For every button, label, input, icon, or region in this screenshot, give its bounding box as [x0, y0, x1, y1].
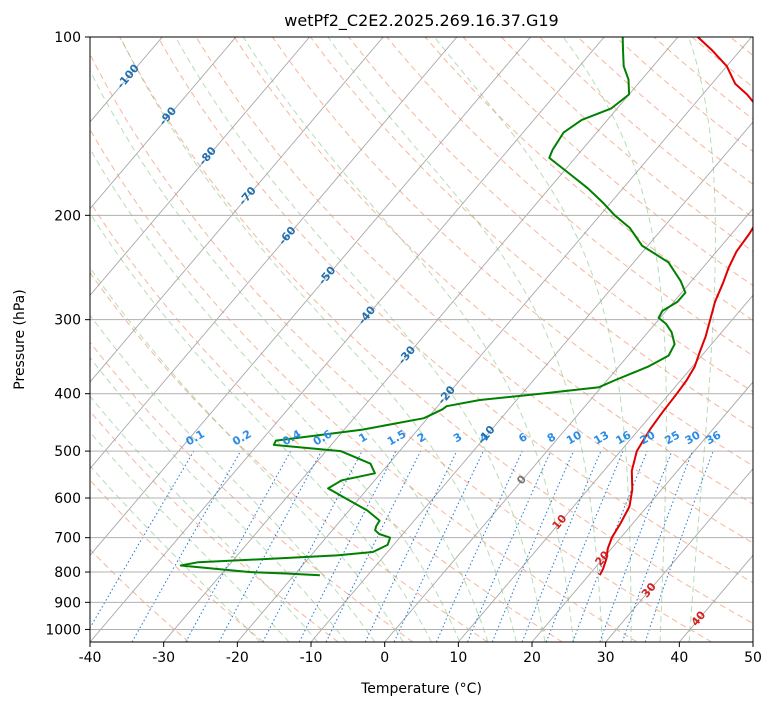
plot-background — [90, 37, 753, 642]
mixing-ratio-line — [572, 450, 648, 642]
mixing-ratio-line — [325, 450, 422, 642]
chart-title: wetPf2_C2E2.2025.269.16.37.G19 — [284, 11, 558, 31]
mixing-ratio-line — [185, 450, 292, 642]
y-tick-label: 900 — [54, 595, 81, 611]
y-tick-label: 300 — [54, 313, 81, 329]
mixing-ratio-line — [644, 450, 714, 642]
x-tick-label: -20 — [226, 650, 249, 666]
moist-adiabat-line — [90, 395, 319, 642]
y-tick-label: 500 — [54, 444, 81, 460]
moist-adiabat-line — [242, 37, 575, 642]
mixing-ratio-line — [521, 450, 602, 642]
moist-adiabat-line — [175, 37, 546, 642]
temperature-profile-line — [598, 37, 753, 576]
y-tick-label: 800 — [54, 565, 81, 581]
isotherm-line — [90, 37, 458, 470]
moist-adiabat-line — [90, 356, 347, 642]
x-tick-label: 50 — [744, 650, 762, 666]
y-tick-label: 700 — [54, 531, 81, 547]
moist-adiabat-line — [90, 212, 432, 642]
dry-adiabat-line — [157, 37, 753, 584]
dry-adiabat-line — [310, 37, 753, 430]
dry-adiabat-line — [348, 37, 753, 393]
dry-adiabat-line — [462, 37, 753, 287]
moist-adiabat-line — [90, 314, 376, 642]
dry-adiabat-line — [271, 37, 753, 467]
dry-adiabat-line — [90, 479, 264, 642]
y-tick-label: 200 — [54, 208, 81, 224]
x-axis-label: Temperature (°C) — [360, 681, 482, 697]
mixing-ratio-line — [621, 450, 693, 642]
x-tick-label: 40 — [670, 650, 688, 666]
x-tick-label: 10 — [449, 650, 467, 666]
isotherm-line — [384, 207, 753, 642]
dry-adiabat-line — [90, 271, 488, 642]
moist-adiabat-line — [688, 37, 716, 642]
x-tick-label: -10 — [300, 650, 323, 666]
mixing-ratio-line — [491, 450, 574, 642]
mixing-ratio-line — [467, 450, 552, 642]
isotherm-line — [90, 37, 310, 297]
y-tick-label: 400 — [54, 387, 81, 403]
moist-adiabat-line — [434, 37, 632, 642]
mixing-ratio-line — [298, 450, 397, 642]
plot-frame — [89, 36, 754, 643]
isotherm-line — [90, 37, 531, 557]
isotherm-line — [236, 37, 752, 642]
moist-adiabat-line — [90, 148, 461, 642]
isotherm-line — [163, 37, 679, 642]
dry-adiabat-line — [90, 548, 190, 642]
isotherm-line — [531, 381, 753, 642]
dry-adiabat-line — [90, 201, 563, 642]
moist-adiabat-line — [90, 266, 404, 642]
isotherm-line — [90, 37, 605, 642]
dry-adiabat-line — [119, 37, 753, 624]
mixing-ratio-line — [218, 450, 322, 642]
dry-adiabat-line — [233, 37, 753, 505]
mixing-ratio-line — [599, 450, 673, 642]
dewpoint-profile-line — [179, 37, 687, 577]
x-tick-label: 30 — [597, 650, 615, 666]
isotherm-line — [310, 121, 753, 642]
moist-adiabat-line — [562, 37, 667, 642]
moist-adiabat-line — [119, 37, 517, 642]
moist-adiabat-line — [327, 37, 603, 642]
isotherm-line — [752, 641, 753, 642]
mixing-ratio-line — [545, 450, 624, 642]
y-tick-label: 100 — [54, 30, 81, 46]
x-tick-label: 0 — [380, 650, 389, 666]
isotherm-line — [457, 294, 753, 642]
y-tick-label: 1000 — [45, 622, 81, 638]
x-tick-label: 20 — [523, 650, 541, 666]
x-tick-label: -30 — [152, 650, 175, 666]
y-axis-label: Pressure (hPa) — [12, 289, 28, 389]
isotherm-line — [90, 37, 384, 383]
isotherm-line — [90, 37, 237, 210]
y-tick-label: 600 — [54, 491, 81, 507]
mixing-ratio-line — [435, 450, 523, 642]
isotherm-line — [605, 467, 753, 642]
dry-adiabat-line — [90, 52, 712, 642]
x-tick-label: -40 — [79, 650, 102, 666]
moist-adiabat-line — [90, 69, 489, 642]
dry-adiabat-line — [90, 341, 414, 642]
moist-adiabat-line — [90, 431, 290, 642]
dry-adiabat-line — [768, 37, 775, 642]
